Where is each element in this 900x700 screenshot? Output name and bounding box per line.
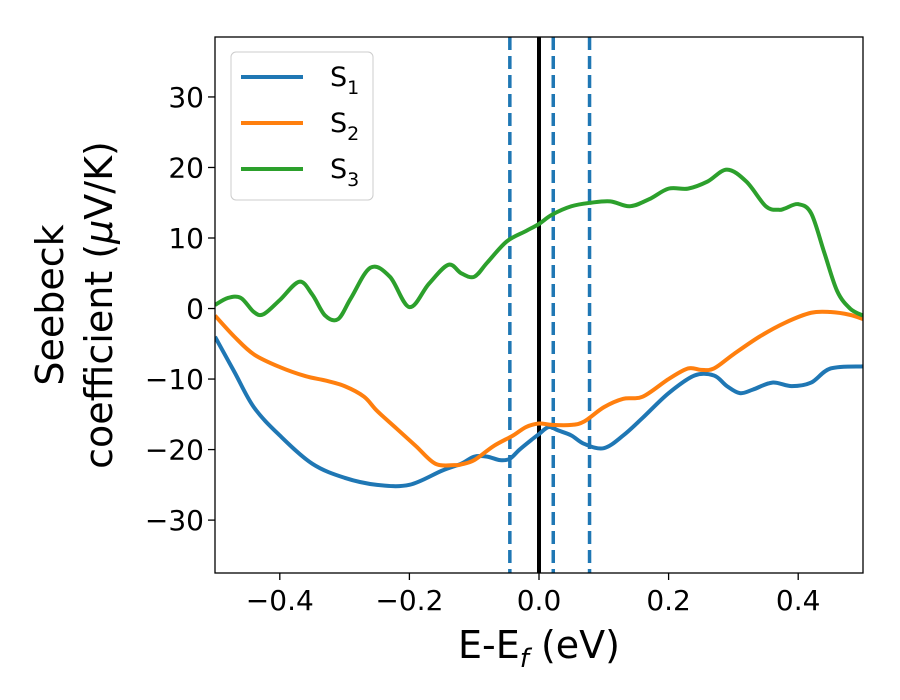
x-tick-label: 0.0 <box>517 584 562 617</box>
legend-box <box>230 51 374 201</box>
x-tick-label: −0.2 <box>375 584 443 617</box>
y-tick-label: 20 <box>168 151 204 184</box>
x-tick-label: 0.4 <box>776 584 821 617</box>
y-tick-label: −10 <box>145 363 204 396</box>
series-lines <box>215 167 863 489</box>
legend-label-s2: S2 <box>330 108 359 145</box>
series-line-s2 <box>215 309 863 468</box>
x-axis: −0.4 −0.2 0.0 0.2 0.4 <box>246 573 821 617</box>
y-axis-title-line2-start: coefficient ( <box>77 244 121 469</box>
y-axis-title-line2-end: V/K) <box>77 141 121 220</box>
legend-label-s3: S3 <box>330 154 359 191</box>
y-tick-label: −20 <box>145 434 204 467</box>
y-axis-title-line2: coefficient (μV/K) <box>77 141 121 469</box>
x-axis-title-main: E-E <box>458 623 520 667</box>
x-tick-label: 0.2 <box>646 584 691 617</box>
x-tick-label: −0.4 <box>246 584 314 617</box>
y-axis-title-line1: Seebeck <box>28 224 72 385</box>
x-axis-title-unit: (eV) <box>529 623 620 667</box>
x-axis-title: E-Ef (eV) <box>458 623 620 674</box>
reference-lines <box>508 37 592 573</box>
y-axis-title-mu: μ <box>77 220 121 245</box>
y-tick-label: 0 <box>186 293 204 326</box>
legend: S1 S2 S3 <box>230 51 374 201</box>
y-axis: −30 −20 −10 0 10 20 30 <box>145 81 215 537</box>
y-tick-label: 10 <box>168 222 204 255</box>
legend-label-s1: S1 <box>330 62 359 99</box>
series-line-s1 <box>215 335 863 489</box>
series-line-s3 <box>215 167 863 323</box>
y-tick-label: −30 <box>145 504 204 537</box>
y-tick-label: 30 <box>168 81 204 114</box>
